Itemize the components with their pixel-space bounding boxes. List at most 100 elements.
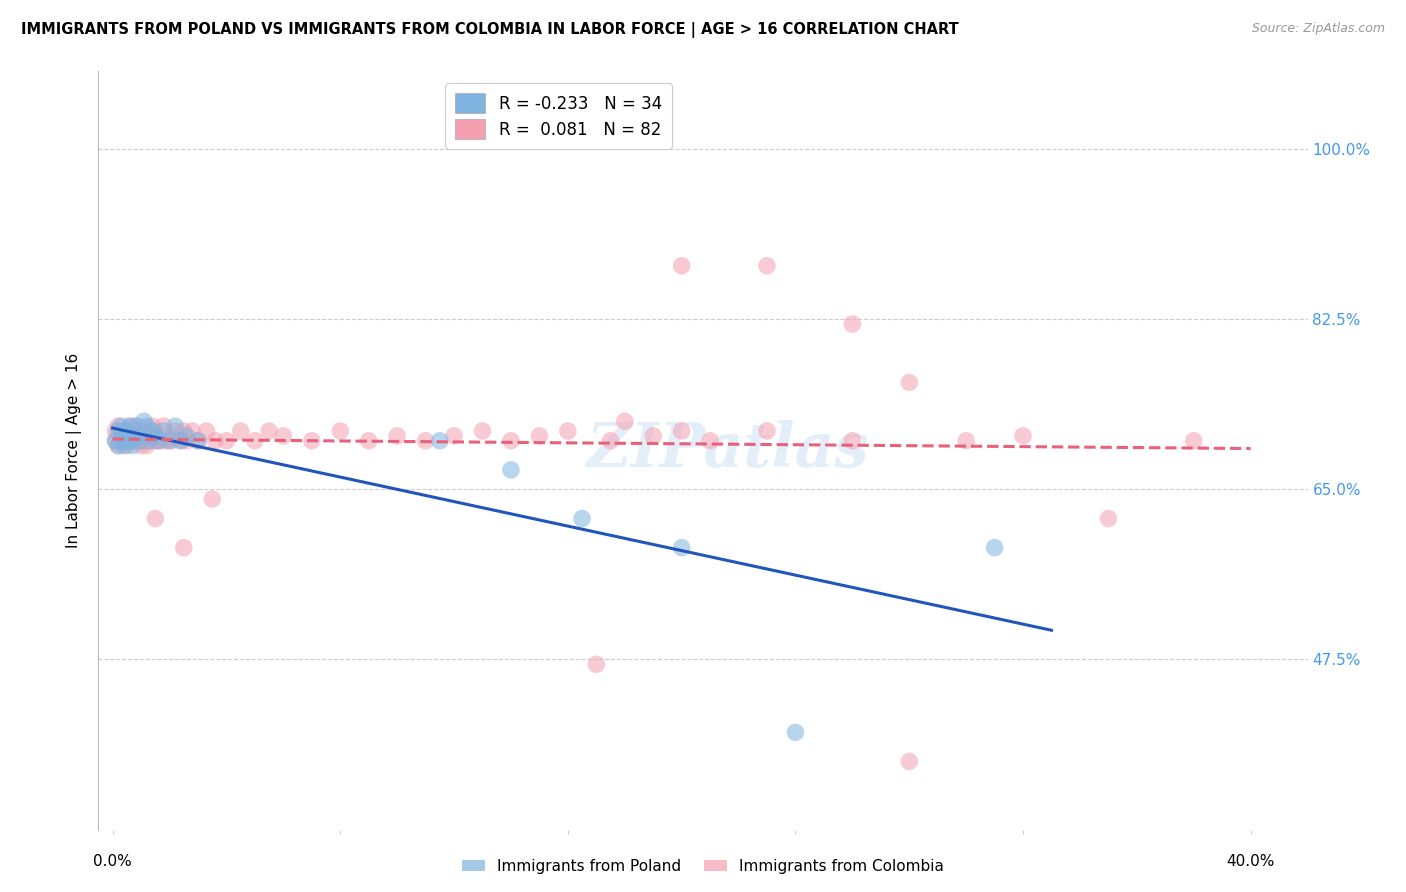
Point	[143, 429, 166, 443]
Point	[841, 434, 863, 448]
Point	[138, 424, 160, 438]
Point	[146, 434, 169, 448]
Point	[124, 429, 146, 443]
Text: Source: ZipAtlas.com: Source: ZipAtlas.com	[1251, 22, 1385, 36]
Point	[187, 434, 209, 448]
Point	[173, 424, 195, 438]
Point	[499, 434, 522, 448]
Point	[187, 434, 209, 448]
Point	[204, 434, 226, 448]
Point	[176, 434, 198, 448]
Point	[156, 434, 179, 448]
Point	[104, 434, 127, 448]
Point	[107, 439, 129, 453]
Point	[471, 424, 494, 438]
Point	[671, 259, 693, 273]
Point	[1012, 429, 1035, 443]
Point	[112, 439, 135, 453]
Point	[181, 424, 204, 438]
Point	[110, 434, 132, 448]
Point	[104, 424, 127, 438]
Point	[115, 424, 138, 438]
Text: 40.0%: 40.0%	[1226, 854, 1275, 869]
Point	[118, 429, 141, 443]
Point	[129, 434, 152, 448]
Point	[571, 511, 593, 525]
Text: ZIPatlas: ZIPatlas	[586, 420, 869, 481]
Point	[529, 429, 551, 443]
Point	[613, 414, 636, 428]
Point	[121, 434, 143, 448]
Point	[499, 463, 522, 477]
Point	[112, 424, 135, 438]
Point	[115, 439, 138, 453]
Point	[110, 419, 132, 434]
Point	[385, 429, 408, 443]
Point	[671, 541, 693, 555]
Point	[124, 424, 146, 438]
Point	[141, 419, 163, 434]
Point	[443, 429, 465, 443]
Point	[159, 429, 181, 443]
Point	[1097, 511, 1119, 525]
Point	[165, 424, 187, 438]
Point	[153, 424, 176, 438]
Text: IMMIGRANTS FROM POLAND VS IMMIGRANTS FROM COLOMBIA IN LABOR FORCE | AGE > 16 COR: IMMIGRANTS FROM POLAND VS IMMIGRANTS FRO…	[21, 22, 959, 38]
Legend: Immigrants from Poland, Immigrants from Colombia: Immigrants from Poland, Immigrants from …	[456, 853, 950, 880]
Point	[898, 755, 921, 769]
Point	[143, 511, 166, 525]
Point	[141, 424, 163, 438]
Point	[898, 376, 921, 390]
Point	[115, 434, 138, 448]
Point	[150, 434, 173, 448]
Point	[112, 429, 135, 443]
Point	[165, 419, 187, 434]
Text: 0.0%: 0.0%	[93, 854, 132, 869]
Point	[415, 434, 437, 448]
Point	[195, 424, 218, 438]
Point	[162, 434, 184, 448]
Point	[643, 429, 665, 443]
Point	[215, 434, 238, 448]
Point	[153, 419, 176, 434]
Point	[173, 541, 195, 555]
Point	[132, 414, 155, 428]
Point	[107, 419, 129, 434]
Point	[983, 541, 1005, 555]
Point	[301, 434, 323, 448]
Point	[429, 434, 451, 448]
Point	[115, 434, 138, 448]
Point	[121, 424, 143, 438]
Point	[138, 434, 160, 448]
Point	[107, 424, 129, 438]
Point	[121, 439, 143, 453]
Point	[118, 419, 141, 434]
Point	[104, 434, 127, 448]
Point	[138, 434, 160, 448]
Point	[118, 429, 141, 443]
Point	[756, 424, 779, 438]
Point	[143, 424, 166, 438]
Point	[127, 429, 149, 443]
Point	[132, 424, 155, 438]
Point	[124, 419, 146, 434]
Point	[585, 657, 607, 672]
Point	[841, 317, 863, 331]
Point	[135, 419, 157, 434]
Point	[129, 439, 152, 453]
Point	[118, 419, 141, 434]
Point	[143, 434, 166, 448]
Point	[135, 429, 157, 443]
Point	[1182, 434, 1205, 448]
Y-axis label: In Labor Force | Age > 16: In Labor Force | Age > 16	[66, 353, 83, 548]
Point	[159, 434, 181, 448]
Point	[121, 434, 143, 448]
Point	[146, 434, 169, 448]
Point	[955, 434, 977, 448]
Point	[132, 434, 155, 448]
Point	[756, 259, 779, 273]
Point	[273, 429, 295, 443]
Point	[357, 434, 380, 448]
Point	[170, 434, 193, 448]
Point	[112, 429, 135, 443]
